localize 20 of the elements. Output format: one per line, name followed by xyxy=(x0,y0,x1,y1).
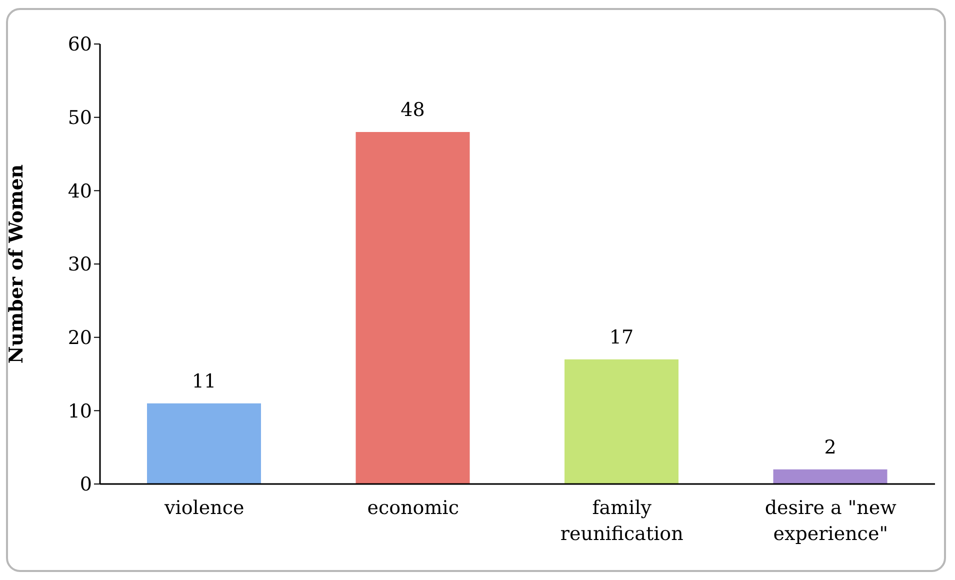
data-label: 11 xyxy=(192,370,216,392)
bar xyxy=(147,403,261,484)
y-tick-label: 10 xyxy=(68,400,92,422)
bar xyxy=(564,359,678,484)
data-label: 48 xyxy=(400,99,425,121)
y-tick-label: 0 xyxy=(80,474,92,496)
data-label: 2 xyxy=(824,436,836,458)
y-tick-label: 20 xyxy=(68,327,92,350)
bar xyxy=(356,132,470,484)
y-tick-label: 50 xyxy=(68,107,92,130)
y-axis-title: Number of Women xyxy=(6,164,28,364)
y-tick-label: 40 xyxy=(68,180,92,202)
bar xyxy=(773,469,888,484)
data-label: 17 xyxy=(609,326,634,348)
y-tick-label: 60 xyxy=(68,34,92,56)
y-tick-label: 30 xyxy=(68,254,92,276)
x-tick-label: desire a "new experience" xyxy=(764,497,898,545)
x-tick-label: economic xyxy=(367,497,459,519)
x-tick-label: violence xyxy=(164,497,244,519)
x-tick-label: family reunification xyxy=(560,497,684,545)
